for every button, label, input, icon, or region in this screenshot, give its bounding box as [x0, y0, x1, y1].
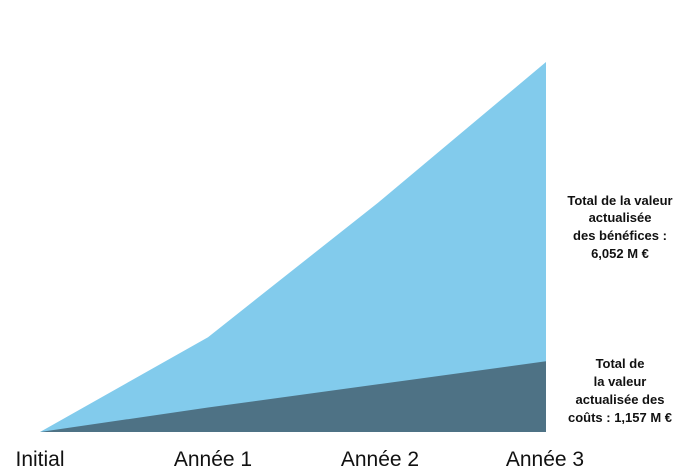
annotation-line: actualisée des: [576, 392, 665, 407]
annotation-line: coûts : 1,157 M €: [568, 410, 672, 425]
annotation-line: actualisée: [589, 210, 652, 225]
x-tick-label: Année 3: [506, 448, 584, 471]
costs-annotation: Total de la valeur actualisée des coûts …: [568, 356, 672, 425]
x-tick-label: Année 1: [174, 448, 252, 471]
annotation-line: 6,052 M €: [591, 246, 649, 261]
annotation-line: la valeur: [594, 374, 647, 389]
area-benefits: [40, 62, 546, 432]
annotation-line: Total de: [596, 356, 645, 371]
area-costs: [40, 361, 546, 432]
annotation-line: des bénéfices :: [573, 228, 667, 243]
x-tick-label: Initial: [15, 448, 64, 471]
x-tick-label: Année 2: [341, 448, 419, 471]
annotation-line: Total de la valeur: [567, 193, 672, 208]
benefits-annotation: Total de la valeur actualisée des bénéfi…: [567, 193, 672, 261]
